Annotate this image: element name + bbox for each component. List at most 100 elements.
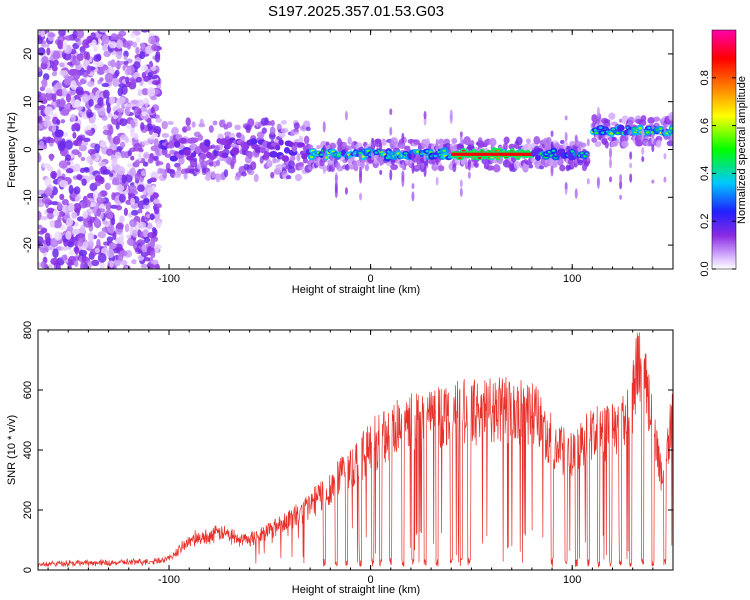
heatmap-cell [319, 153, 324, 156]
heatmap-cell [658, 127, 663, 130]
heatmap-streak [423, 110, 427, 120]
heatmap-cell [616, 124, 625, 132]
heatmap-cell [140, 263, 149, 269]
heatmap-streak [596, 115, 600, 125]
heatmap-cell [127, 150, 132, 157]
heatmap-cell [288, 160, 295, 169]
heatmap-cell [73, 71, 81, 80]
heatmap-cell [64, 35, 74, 41]
colorbar-label: Normalized spectral amplitude [736, 76, 748, 224]
heatmap-cell [74, 37, 80, 42]
heatmap-streak [550, 141, 554, 149]
heatmap-cell [70, 113, 76, 122]
heatmap-cell [59, 62, 65, 68]
colorbar-tick-label: 0.8 [699, 70, 711, 85]
heatmap-cell [90, 259, 100, 267]
heatmap-cell [149, 177, 157, 183]
heatmap-cell [305, 126, 311, 132]
heatmap-cell [221, 152, 229, 159]
snr-ytick-label: 600 [22, 381, 34, 399]
heatmap-cell [41, 196, 51, 204]
heatmap-cell [297, 161, 305, 167]
heatmap-cell [154, 263, 160, 269]
heatmap-cell [153, 199, 161, 204]
heatmap-cell [38, 110, 42, 117]
heatmap-cell [557, 158, 564, 167]
heatmap-cell [47, 264, 53, 269]
heatmap-cell [185, 125, 192, 132]
heatmap-cell [142, 161, 149, 167]
heatmap-cell [316, 144, 322, 150]
heatmap-cell [45, 88, 53, 94]
heatmap-cell [621, 140, 629, 148]
heatmap-streak [459, 135, 463, 142]
heatmap-cell [60, 109, 70, 116]
heatmap-cell [96, 208, 101, 217]
heatmap-cell [513, 160, 520, 170]
heatmap-streak [359, 153, 363, 162]
heatmap-cell [56, 119, 61, 126]
heatmap-cell [52, 209, 60, 217]
heatmap-cell [65, 154, 72, 162]
heatmap-cell [272, 157, 277, 164]
heatmap-cell [59, 98, 66, 108]
heatmap-cell [118, 193, 126, 203]
heatmap-cell [199, 152, 207, 160]
heatmap-cell [79, 46, 86, 53]
heatmap-cell [72, 140, 79, 146]
heatmap-streak [411, 183, 415, 190]
spectrogram-xtick-label: 0 [368, 273, 374, 285]
heatmap-cell [87, 239, 94, 250]
heatmap-cell [116, 184, 125, 192]
heatmap-cell [185, 117, 191, 127]
heatmap-streak [574, 135, 578, 146]
heatmap-cell [82, 71, 89, 78]
heatmap-cell [611, 128, 616, 131]
heatmap-cell [38, 36, 43, 45]
heatmap-cell [76, 30, 85, 39]
heatmap-cell [68, 202, 75, 213]
heatmap-streak [322, 121, 326, 133]
heatmap-cell [72, 132, 77, 139]
heatmap-cell [74, 245, 79, 255]
colorbar-tick-label: 0.4 [699, 166, 711, 181]
heatmap-cell [40, 92, 47, 101]
heatmap-cell [293, 122, 300, 130]
snr-ytick-label: 0 [22, 567, 34, 573]
heatmap-cell [183, 172, 188, 180]
heatmap-streak [371, 142, 375, 149]
heatmap-cell [261, 127, 267, 134]
heatmap-cell [615, 139, 620, 144]
heatmap-cell [44, 177, 52, 187]
heatmap-cell [151, 44, 158, 52]
heatmap-cell [291, 145, 298, 152]
snr-ytick-label: 800 [22, 321, 34, 339]
heatmap-cell [115, 49, 123, 60]
heatmap-cell [102, 129, 111, 136]
heatmap-streak [629, 129, 633, 135]
heatmap-cell [149, 213, 155, 221]
heatmap-cell [280, 119, 288, 125]
heatmap-cell [92, 95, 98, 101]
heatmap-cell [208, 125, 214, 133]
heatmap-feature [156, 117, 314, 183]
heatmap-cell [161, 133, 170, 138]
heatmap-cell [266, 120, 272, 126]
heatmap-cell [647, 126, 651, 130]
heatmap-cell [44, 106, 54, 116]
heatmap-cell [150, 239, 156, 248]
heatmap-streak [359, 166, 363, 178]
heatmap-cell [204, 139, 211, 147]
heatmap-cell [134, 132, 139, 141]
heatmap-cell [52, 50, 60, 60]
heatmap-cell [147, 118, 152, 126]
heatmap-streak [449, 109, 453, 117]
heatmap-cell [44, 115, 51, 121]
heatmap-cell [112, 135, 121, 145]
heatmap-cell [247, 118, 255, 128]
heatmap-streak [401, 132, 405, 144]
heatmap-cell [111, 192, 116, 201]
heatmap-cell [525, 138, 531, 144]
heatmap-cell [645, 131, 650, 134]
